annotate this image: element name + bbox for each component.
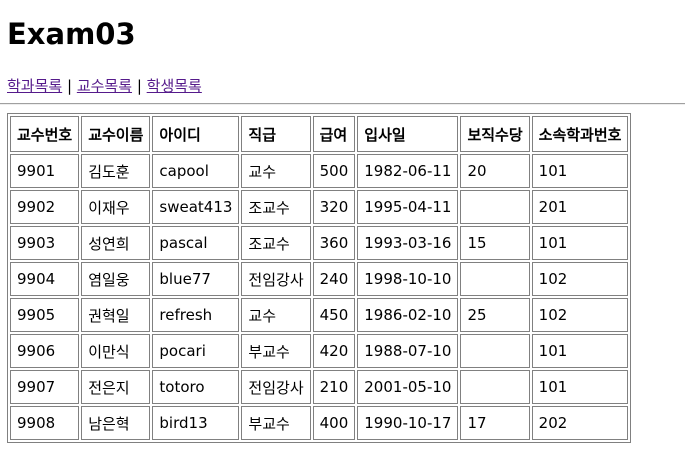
cell-professor-no: 9905 xyxy=(10,298,80,332)
cell-professor-name: 이만식 xyxy=(81,334,151,368)
cell-user-id: refresh xyxy=(152,298,240,332)
cell-dept-no: 102 xyxy=(531,262,629,296)
cell-allowance: 17 xyxy=(460,406,530,440)
nav-link-professors[interactable]: 교수목록 xyxy=(76,77,133,95)
professor-table: 교수번호 교수이름 아이디 직급 급여 입사일 보직수당 소속학과번호 9901… xyxy=(7,113,632,443)
cell-dept-no: 101 xyxy=(531,370,629,404)
cell-allowance: 25 xyxy=(460,298,530,332)
cell-dept-no: 201 xyxy=(531,190,629,224)
table-row: 9901 김도훈 capool 교수 500 1982-06-11 20 101 xyxy=(10,154,629,188)
column-header-hire-date: 입사일 xyxy=(357,116,459,152)
cell-professor-no: 9904 xyxy=(10,262,80,296)
cell-salary: 400 xyxy=(312,406,356,440)
table-row: 9906 이만식 pocari 부교수 420 1988-07-10 101 xyxy=(10,334,629,368)
cell-salary: 420 xyxy=(312,334,356,368)
cell-professor-name: 남은혁 xyxy=(81,406,151,440)
column-header-salary: 급여 xyxy=(312,116,356,152)
cell-salary: 320 xyxy=(312,190,356,224)
column-header-professor-name: 교수이름 xyxy=(81,116,151,152)
cell-professor-name: 염일웅 xyxy=(81,262,151,296)
cell-user-id: capool xyxy=(152,154,240,188)
cell-professor-no: 9903 xyxy=(10,226,80,260)
cell-hire-date: 1993-03-16 xyxy=(357,226,459,260)
cell-professor-name: 권혁일 xyxy=(81,298,151,332)
cell-professor-name: 전은지 xyxy=(81,370,151,404)
nav-link-departments[interactable]: 학과목록 xyxy=(7,77,63,95)
horizontal-divider xyxy=(0,103,685,105)
cell-user-id: bird13 xyxy=(152,406,240,440)
table-row: 9907 전은지 totoro 전임강사 210 2001-05-10 101 xyxy=(10,370,629,404)
cell-allowance xyxy=(460,334,530,368)
cell-position: 부교수 xyxy=(241,406,311,440)
nav-link-students[interactable]: 학생목록 xyxy=(146,77,202,95)
cell-allowance: 15 xyxy=(460,226,530,260)
column-header-user-id: 아이디 xyxy=(152,116,240,152)
nav-separator: | xyxy=(66,77,73,95)
table-body: 9901 김도훈 capool 교수 500 1982-06-11 20 101 9902 이재우… xyxy=(10,154,629,440)
cell-professor-no: 9908 xyxy=(10,406,80,440)
cell-position: 전임강사 xyxy=(241,370,311,404)
cell-salary: 210 xyxy=(312,370,356,404)
cell-dept-no: 101 xyxy=(531,334,629,368)
cell-hire-date: 2001-05-10 xyxy=(357,370,459,404)
table-row: 9903 성연희 pascal 조교수 360 1993-03-16 15 101 xyxy=(10,226,629,260)
cell-position: 부교수 xyxy=(241,334,311,368)
nav-links: 학과목록 | 교수목록 | 학생목록 xyxy=(7,76,202,96)
cell-user-id: sweat413 xyxy=(152,190,240,224)
nav-separator: | xyxy=(136,77,142,95)
cell-professor-no: 9901 xyxy=(10,154,80,188)
cell-dept-no: 101 xyxy=(531,226,629,260)
cell-professor-no: 9907 xyxy=(10,370,80,404)
table-row: 9904 염일웅 blue77 전임강사 240 1998-10-10 102 xyxy=(10,262,629,296)
cell-professor-no: 9906 xyxy=(10,334,80,368)
cell-professor-name: 김도훈 xyxy=(81,154,151,188)
table-row: 9908 남은혁 bird13 부교수 400 1990-10-17 17 202 xyxy=(10,406,629,440)
cell-user-id: blue77 xyxy=(152,262,240,296)
cell-hire-date: 1988-07-10 xyxy=(357,334,459,368)
cell-allowance xyxy=(460,370,530,404)
cell-user-id: pascal xyxy=(152,226,240,260)
cell-professor-no: 9902 xyxy=(10,190,80,224)
cell-allowance xyxy=(460,262,530,296)
table-header-row: 교수번호 교수이름 아이디 직급 급여 입사일 보직수당 소속학과번호 xyxy=(10,116,629,152)
column-header-allowance: 보직수당 xyxy=(460,116,530,152)
cell-dept-no: 102 xyxy=(531,298,629,332)
cell-hire-date: 1982-06-11 xyxy=(357,154,459,188)
cell-position: 조교수 xyxy=(241,190,311,224)
table-row: 9902 이재우 sweat413 조교수 320 1995-04-11 201 xyxy=(10,190,629,224)
cell-salary: 360 xyxy=(312,226,356,260)
column-header-professor-no: 교수번호 xyxy=(10,116,80,152)
cell-user-id: totoro xyxy=(152,370,240,404)
cell-position: 교수 xyxy=(241,298,311,332)
cell-position: 교수 xyxy=(241,154,311,188)
cell-hire-date: 1998-10-10 xyxy=(357,262,459,296)
cell-dept-no: 101 xyxy=(531,154,629,188)
cell-allowance: 20 xyxy=(460,154,530,188)
cell-position: 전임강사 xyxy=(241,262,311,296)
cell-salary: 500 xyxy=(312,154,356,188)
cell-dept-no: 202 xyxy=(531,406,629,440)
table-row: 9905 권혁일 refresh 교수 450 1986-02-10 25 102 xyxy=(10,298,629,332)
cell-position: 조교수 xyxy=(241,226,311,260)
column-header-position: 직급 xyxy=(241,116,311,152)
cell-professor-name: 이재우 xyxy=(81,190,151,224)
column-header-dept-no: 소속학과번호 xyxy=(531,116,629,152)
cell-salary: 450 xyxy=(312,298,356,332)
cell-hire-date: 1990-10-17 xyxy=(357,406,459,440)
cell-user-id: pocari xyxy=(152,334,240,368)
cell-hire-date: 1986-02-10 xyxy=(357,298,459,332)
cell-hire-date: 1995-04-11 xyxy=(357,190,459,224)
cell-allowance xyxy=(460,190,530,224)
cell-professor-name: 성연희 xyxy=(81,226,151,260)
cell-salary: 240 xyxy=(312,262,356,296)
page-title: Exam03 xyxy=(7,17,136,51)
